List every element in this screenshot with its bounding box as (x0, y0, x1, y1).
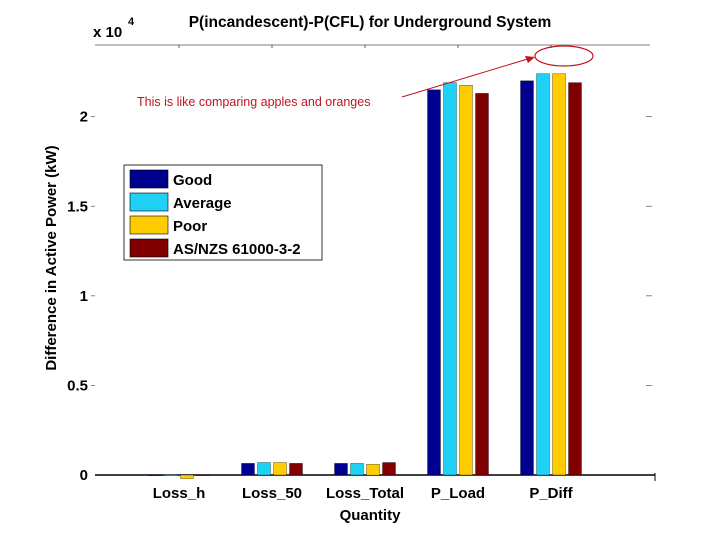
legend-swatch-average (129, 192, 169, 212)
x-tick-label: Loss_h (153, 485, 206, 502)
bar-loss-total-poor (366, 464, 380, 476)
annotation-highlight-ellipse (534, 45, 594, 67)
annotation-text: This is like comparing apples and orange… (137, 95, 370, 109)
legend-label-average: Average (173, 195, 232, 212)
legend-label-good: Good (173, 172, 212, 189)
y-exponent-label: x 10 (93, 24, 122, 41)
legend-swatch-as-nzs-61000-3-2 (129, 238, 169, 258)
y-axis-label: Difference in Active Power (kW) (43, 145, 60, 370)
bar-p-diff-average (536, 73, 550, 476)
legend: Good Average Poor AS/NZS 61000-3-2 (123, 164, 323, 261)
bar-loss-total-good (334, 463, 348, 476)
bar-p-load-good (427, 89, 441, 476)
y-ticks: 0 0.5 1 1.5 2 (67, 109, 652, 484)
y-tick-label: 1.5 (67, 198, 88, 215)
y-tick-label: 1 (80, 288, 88, 305)
x-tick-label: Loss_50 (242, 485, 302, 502)
y-tick-label: 0 (80, 467, 88, 484)
bar-p-load-poor (459, 85, 473, 476)
x-tick-labels: Loss_h Loss_50 Loss_Total P_Load P_Diff (153, 485, 574, 502)
y-tick-label: 2 (80, 109, 88, 126)
annotation-arrow-line (401, 57, 532, 98)
x-tick-label: P_Diff (529, 485, 573, 502)
bar-p-diff-as-nzs-61000-3-2 (568, 82, 582, 476)
legend-swatch-good (129, 169, 169, 189)
annotation-arrow-head (525, 56, 535, 63)
bar-loss-50-as-nzs-61000-3-2 (289, 463, 303, 476)
x-tick-label: Loss_Total (326, 485, 404, 502)
bar-p-diff-good (520, 80, 534, 476)
bar-loss-50-poor (273, 462, 287, 476)
legend-label-poor: Poor (173, 218, 207, 235)
bar-p-load-average (443, 82, 457, 476)
chart-title: P(incandescent)-P(CFL) for Underground S… (189, 14, 552, 31)
bars (148, 73, 582, 479)
y-exponent-power: 4 (128, 16, 135, 28)
bar-loss-h-average (164, 474, 178, 476)
annotation: This is like comparing apples and orange… (137, 45, 594, 109)
x-tick-label: P_Load (431, 485, 485, 502)
bar-loss-h-poor (180, 474, 194, 479)
bar-p-diff-poor (552, 73, 566, 476)
bar-loss-total-as-nzs-61000-3-2 (382, 462, 396, 476)
bar-p-load-as-nzs-61000-3-2 (475, 93, 489, 476)
y-tick-label: 0.5 (67, 377, 88, 394)
legend-swatch-poor (129, 215, 169, 235)
bar-loss-50-good (241, 463, 255, 476)
bar-loss-h-good (148, 474, 162, 476)
legend-label-as-nzs-61000-3-2: AS/NZS 61000-3-2 (173, 241, 301, 258)
bar-loss-50-average (257, 462, 271, 476)
x-axis-label: Quantity (340, 507, 401, 524)
bar-loss-h-as-nzs-61000-3-2 (196, 474, 210, 476)
bar-loss-total-average (350, 463, 364, 476)
